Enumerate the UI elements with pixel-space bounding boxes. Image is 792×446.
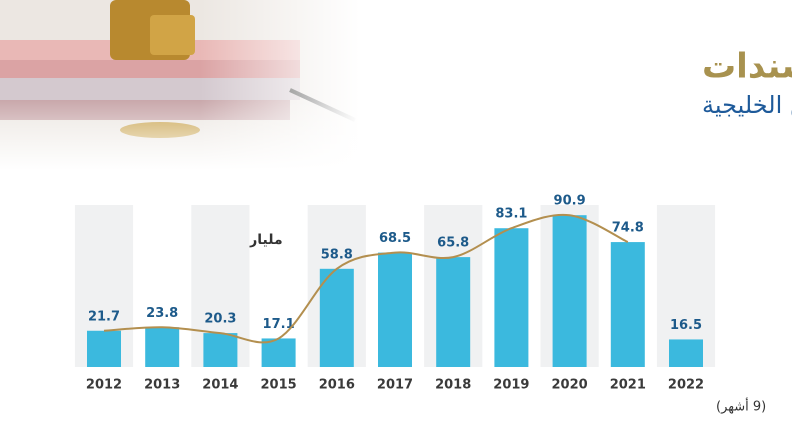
bar: [261, 338, 296, 367]
value-label: 23.8: [146, 306, 178, 321]
bar: [378, 252, 412, 367]
trend-line: [103, 213, 629, 344]
x-tick-label: 2022: [668, 378, 704, 393]
bar: [203, 333, 238, 367]
x-tick-label: 2017: [377, 378, 413, 393]
value-label: 20.3: [204, 312, 236, 327]
chart-title: إصدارات السندات: [702, 47, 792, 87]
value-label: 16.5: [670, 318, 702, 333]
note: (9 أشهر): [716, 398, 766, 415]
value-label: 58.8: [321, 247, 353, 262]
value-label: 74.8: [612, 221, 644, 236]
value-label: 68.5: [379, 231, 411, 246]
bar: [669, 339, 703, 367]
background-photo: [0, 0, 360, 170]
x-tick-label: 2014: [202, 378, 238, 393]
value-label: 21.7: [88, 309, 120, 324]
value-label: 17.1: [263, 317, 295, 332]
bar: [319, 268, 354, 367]
bar: [494, 228, 529, 367]
bar: [87, 330, 121, 367]
bar: [552, 215, 587, 367]
x-tick-label: 2012: [86, 378, 122, 393]
x-tick-label: 2013: [144, 378, 180, 393]
bar: [436, 257, 471, 367]
value-label: 90.9: [554, 194, 586, 209]
bar: [145, 327, 180, 367]
x-tick-label: 2019: [493, 378, 529, 393]
x-tick-label: 2021: [610, 378, 646, 393]
x-tick-label: 2020: [552, 378, 588, 393]
x-tick-label: 2016: [319, 378, 355, 393]
value-label: 65.8: [437, 236, 469, 251]
value-label: 83.1: [495, 207, 527, 222]
x-tick-label: 2018: [435, 378, 471, 393]
bar: [610, 242, 645, 367]
x-tick-label: 2015: [261, 378, 297, 393]
chart-subtitle: في سوق الدين الخليجية: [702, 91, 792, 119]
